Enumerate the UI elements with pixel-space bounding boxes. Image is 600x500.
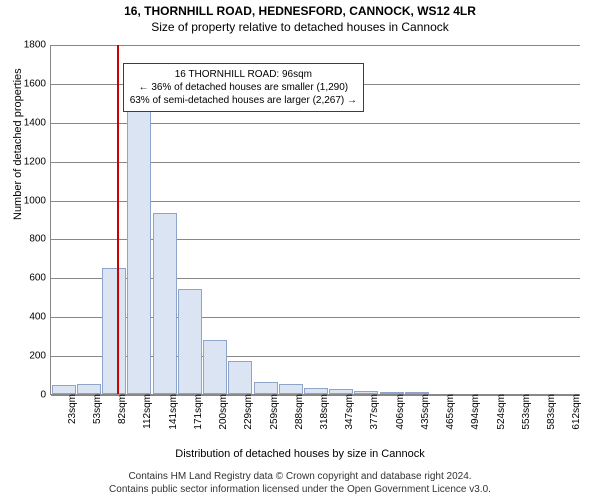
y-tick-label: 0 <box>40 390 51 401</box>
histogram-bar <box>254 382 278 394</box>
footer-line-2: Contains public sector information licen… <box>0 483 600 496</box>
x-tick-label: 53sqm <box>89 394 103 424</box>
y-tick-label: 400 <box>29 312 51 323</box>
x-tick-label: 494sqm <box>467 394 481 430</box>
histogram-bar <box>77 384 101 394</box>
x-tick-label: 406sqm <box>392 394 406 430</box>
chart-plot-area: 02004006008001000120014001600180023sqm53… <box>50 45 580 395</box>
x-tick-label: 171sqm <box>190 394 204 430</box>
y-tick-label: 1600 <box>24 78 51 89</box>
x-tick-label: 377sqm <box>366 394 380 430</box>
x-tick-label: 347sqm <box>341 394 355 430</box>
x-tick-label: 583sqm <box>543 394 557 430</box>
x-axis-label: Distribution of detached houses by size … <box>0 448 600 460</box>
histogram-bar <box>102 268 126 394</box>
y-tick-label: 1800 <box>24 40 51 51</box>
x-tick-label: 112sqm <box>139 394 153 429</box>
y-tick-label: 1200 <box>24 156 51 167</box>
x-tick-label: 435sqm <box>417 394 431 430</box>
annotation-box: 16 THORNHILL ROAD: 96sqm← 36% of detache… <box>123 63 364 112</box>
x-tick-label: 82sqm <box>114 394 128 424</box>
annotation-line-1: 16 THORNHILL ROAD: 96sqm <box>130 68 357 81</box>
x-tick-label: 612sqm <box>568 394 582 430</box>
y-tick-label: 600 <box>29 273 51 284</box>
x-tick-label: 524sqm <box>493 394 507 430</box>
chart-footer: Contains HM Land Registry data © Crown c… <box>0 470 600 496</box>
x-tick-label: 318sqm <box>316 394 330 430</box>
x-tick-label: 465sqm <box>442 394 456 430</box>
chart-subtitle: Size of property relative to detached ho… <box>0 20 600 34</box>
y-axis-label: Number of detached properties <box>12 68 24 220</box>
histogram-bar <box>228 361 252 394</box>
histogram-bar <box>127 77 151 394</box>
histogram-bar <box>279 384 303 394</box>
y-tick-label: 800 <box>29 234 51 245</box>
annotation-line-2: ← 36% of detached houses are smaller (1,… <box>130 81 357 94</box>
annotation-line-3: 63% of semi-detached houses are larger (… <box>130 94 357 107</box>
y-tick-label: 1000 <box>24 195 51 206</box>
histogram-bar <box>153 213 177 394</box>
gridline <box>51 45 580 46</box>
histogram-bar <box>178 289 202 394</box>
x-tick-label: 141sqm <box>165 394 179 430</box>
y-tick-label: 200 <box>29 351 51 362</box>
x-tick-label: 288sqm <box>291 394 305 430</box>
x-tick-label: 23sqm <box>64 394 78 424</box>
footer-line-1: Contains HM Land Registry data © Crown c… <box>0 470 600 483</box>
x-tick-label: 229sqm <box>240 394 254 430</box>
chart-title: 16, THORNHILL ROAD, HEDNESFORD, CANNOCK,… <box>0 4 600 18</box>
reference-line <box>117 45 119 394</box>
y-tick-label: 1400 <box>24 117 51 128</box>
histogram-bar <box>52 385 76 394</box>
x-tick-label: 553sqm <box>518 394 532 430</box>
histogram-bar <box>203 340 227 394</box>
x-tick-label: 200sqm <box>215 394 229 430</box>
x-tick-label: 259sqm <box>266 394 280 430</box>
